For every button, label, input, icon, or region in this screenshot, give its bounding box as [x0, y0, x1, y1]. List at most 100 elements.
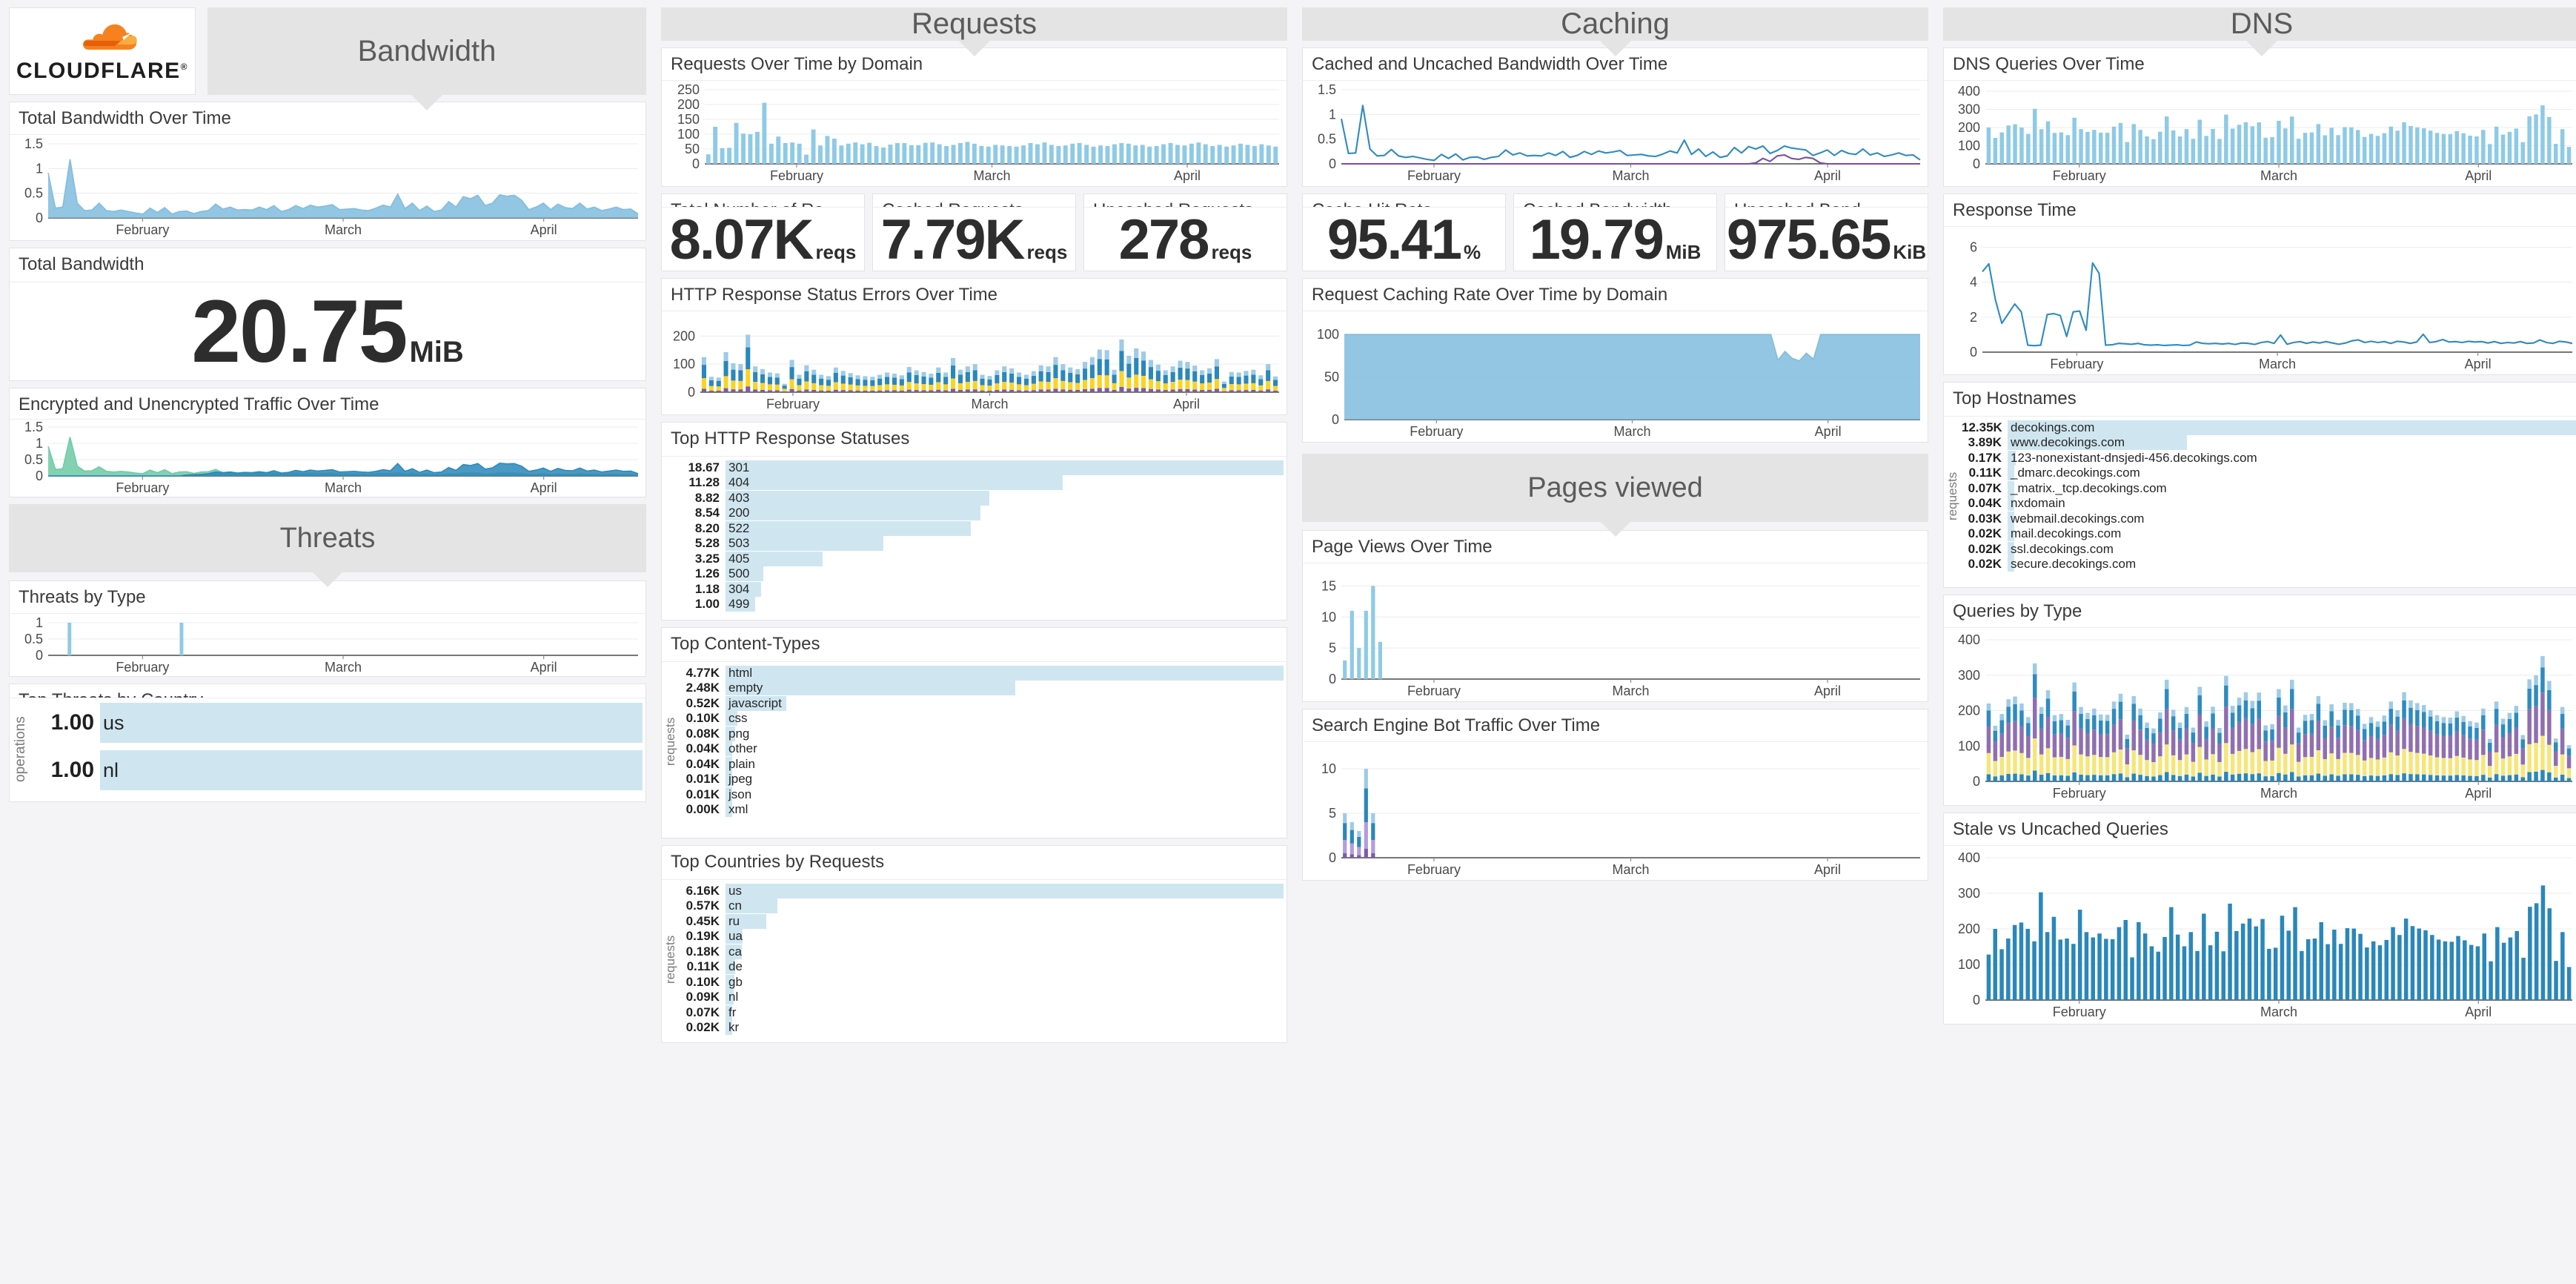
- list-item[interactable]: 6.16K us: [680, 883, 1284, 899]
- list-item[interactable]: 0.04K nxdomain: [1962, 496, 2576, 512]
- list-item-bar: [726, 475, 1063, 491]
- hbar-list: operations 1.00 us 1.00 nl: [10, 698, 645, 801]
- section-header-caching[interactable]: Caching: [1302, 7, 1928, 41]
- chart-threats-by-type: 0 0.5 1 February March April: [10, 614, 645, 676]
- list-item[interactable]: 3.25 405: [680, 551, 1284, 567]
- section-header-requests[interactable]: Requests: [661, 7, 1287, 41]
- svg-text:February: February: [1407, 684, 1461, 698]
- list-item-bar: [726, 597, 756, 612]
- list-item-bar: [726, 551, 823, 566]
- chart-encrypted-unencrypted: 0 0.5 1 1.5 February March April: [10, 420, 645, 497]
- list-item-bar: [2008, 541, 2015, 557]
- svg-text:April: April: [1814, 862, 1841, 877]
- list-item[interactable]: 0.17K 123-nonexistant-dnsjedi-456.decokin…: [1962, 450, 2576, 466]
- list-item[interactable]: 0.10K gb: [680, 974, 1284, 990]
- list-item-bar: [2008, 435, 2187, 451]
- list-item[interactable]: 0.08K png: [680, 726, 1284, 742]
- list-item-bar-wrap: nxdomain: [2008, 496, 2576, 512]
- svg-text:March: March: [1612, 684, 1649, 698]
- list-item[interactable]: 1.18 304: [680, 581, 1284, 598]
- svg-text:200: 200: [673, 328, 695, 343]
- list-item[interactable]: 0.02K ssl.decokings.com: [1962, 541, 2576, 557]
- list-item[interactable]: 0.11K _dmarc.decokings.com: [1962, 466, 2576, 481]
- svg-text:100: 100: [1958, 738, 1980, 753]
- svg-text:0: 0: [1329, 850, 1336, 865]
- stat-label: Cached Requests: [873, 194, 1075, 208]
- list-item[interactable]: 0.02K secure.decokings.com: [1962, 557, 2576, 572]
- section-header-threats[interactable]: Threats: [9, 504, 646, 572]
- list-item-bar-wrap: _matrix._tcp.decokings.com: [2008, 480, 2576, 496]
- list-item-bar: [726, 1005, 733, 1020]
- panel-cached-uncached-bandwidth: Cached and Uncached Bandwidth Over Time …: [1302, 47, 1928, 187]
- section-header-bandwidth[interactable]: Bandwidth: [208, 7, 646, 95]
- list-item[interactable]: 0.57K cn: [680, 899, 1284, 914]
- stat-label: Uncached Band...: [1725, 194, 1928, 208]
- list-item[interactable]: 0.02K mail.decokings.com: [1962, 526, 2576, 542]
- list-item-label: json: [728, 787, 752, 801]
- list-item[interactable]: 0.07K fr: [680, 1005, 1284, 1021]
- chart-dns-queries-over-time: 0 100 200 300 400 February March April: [1944, 81, 2576, 186]
- list-item[interactable]: 1.00 us: [32, 702, 643, 744]
- list-item-bar: [726, 883, 1284, 899]
- svg-text:March: March: [2259, 357, 2296, 371]
- svg-text:April: April: [2465, 1005, 2492, 1019]
- list-item[interactable]: 0.52K javascript: [680, 695, 1284, 712]
- list-item-label: ca: [728, 944, 742, 959]
- panel-dns-queries-over-time: DNS Queries Over Time 0 100 200 300 400 Febru…: [1943, 47, 2576, 187]
- list-item[interactable]: 8.82 403: [680, 490, 1284, 506]
- svg-text:50: 50: [685, 142, 700, 156]
- list-item[interactable]: 0.01K jpeg: [680, 772, 1284, 787]
- svg-text:March: March: [325, 480, 362, 495]
- list-item-value: 0.02K: [1968, 557, 2002, 572]
- stat-unit: MiB: [1665, 241, 1702, 263]
- list-item[interactable]: 8.20 522: [680, 520, 1284, 537]
- list-item[interactable]: 8.54 200: [680, 506, 1284, 521]
- list-item[interactable]: 11.28 404: [680, 475, 1284, 491]
- list-item-bar: [2008, 450, 2016, 466]
- list-item-label: 304: [728, 581, 750, 596]
- list-item[interactable]: 0.18K ca: [680, 944, 1284, 960]
- list-item[interactable]: 0.07K _matrix._tcp.decokings.com: [1962, 480, 2576, 497]
- list-item[interactable]: 0.10K css: [680, 711, 1284, 727]
- list-item[interactable]: 0.01K json: [680, 787, 1284, 803]
- svg-text:100: 100: [1958, 957, 1980, 972]
- list-item-bar-wrap: 123-nonexistant-dnsjedi-456.decokings.co…: [2008, 450, 2576, 466]
- list-item[interactable]: 5.28 503: [680, 536, 1284, 552]
- list-item[interactable]: 18.67 301: [680, 460, 1284, 476]
- list-item[interactable]: 1.26 500: [680, 566, 1284, 582]
- stat-value: 975.65: [1726, 208, 1891, 271]
- list-item[interactable]: 0.02K kr: [680, 1020, 1284, 1036]
- chart-requests-over-time-by-domain: 0 50 100 150 200 250 February March April: [662, 81, 1287, 186]
- list-item[interactable]: 0.00K xml: [680, 802, 1284, 818]
- list-item[interactable]: 2.48K empty: [680, 681, 1284, 696]
- list-item-value: 8.54: [694, 506, 720, 520]
- stat-value: 20.75: [191, 282, 408, 381]
- chart-response-time: 0 2 4 6 February March April: [1944, 227, 2576, 374]
- list-item[interactable]: 0.19K ua: [680, 929, 1284, 944]
- list-item[interactable]: 0.09K nl: [680, 990, 1284, 1005]
- list-item[interactable]: 0.03K webmail.decokings.com: [1962, 511, 2576, 527]
- list-item-bar-wrap: 403: [726, 490, 1284, 506]
- list-item-label: us: [728, 883, 742, 898]
- list-item-bar-wrap: json: [726, 787, 1284, 802]
- chart-queries-by-type: 0 100 200 300 400 February March April: [1944, 628, 2576, 805]
- list-item[interactable]: 1.00 499: [680, 597, 1284, 612]
- list-item[interactable]: 0.04K plain: [680, 756, 1284, 772]
- list-item[interactable]: 1.00 nl: [32, 749, 643, 791]
- hbar-list: 18.67 301 11.28 404 8.82 403 8.54 200 8.20 522 5.2…: [662, 457, 1287, 617]
- section-header-pages-viewed[interactable]: Pages viewed: [1302, 454, 1928, 522]
- list-item-bar-wrap: plain: [726, 756, 1284, 772]
- list-item[interactable]: 12.35K decokings.com: [1962, 420, 2576, 436]
- svg-text:February: February: [766, 397, 820, 411]
- list-item-bar-wrap: ssl.decokings.com: [2008, 541, 2576, 557]
- list-item[interactable]: 3.89K www.decokings.com: [1962, 435, 2576, 451]
- panel-top-http-response-statuses: Top HTTP Response Statuses 18.67 301 11.28…: [661, 422, 1287, 621]
- list-item[interactable]: 0.04K other: [680, 741, 1284, 757]
- cloudflare-logo: CLOUDFLARE®: [9, 7, 196, 95]
- list-item[interactable]: 0.45K ru: [680, 913, 1284, 930]
- svg-text:February: February: [1407, 168, 1461, 183]
- section-header-dns[interactable]: DNS: [1943, 7, 2576, 41]
- list-item[interactable]: 4.77K html: [680, 665, 1284, 681]
- svg-text:0: 0: [1332, 412, 1339, 427]
- list-item[interactable]: 0.11K de: [680, 959, 1284, 975]
